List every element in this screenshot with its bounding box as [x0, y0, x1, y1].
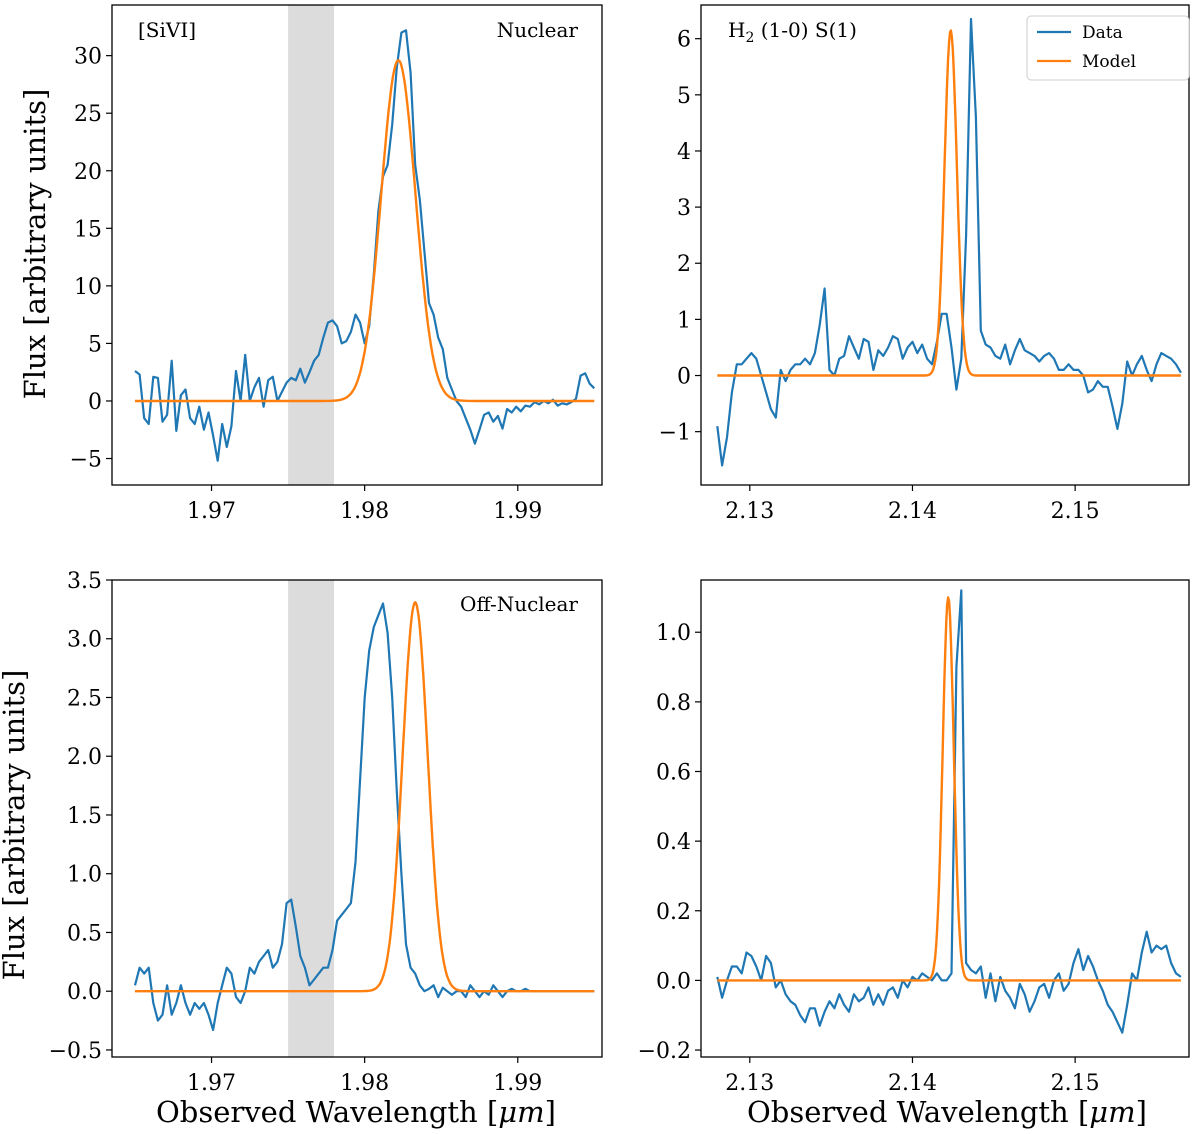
y-tick-label: −5 — [70, 448, 102, 473]
panel-offnuclear-sivi: 1.97 1.98 1.99 −0.5 0.0 0.5 1.0 1.5 2.0 2.5 3.0 3.5… — [49, 569, 603, 1096]
masked-band — [288, 5, 335, 485]
masked-band — [288, 580, 335, 1057]
y-tick-label: 1.0 — [67, 863, 102, 888]
y-tick-label: 1 — [677, 308, 691, 333]
annotation-h2-sub: 2 — [745, 30, 754, 46]
legend-model-label: Model — [1082, 52, 1136, 72]
y-tick-label: 30 — [74, 45, 102, 70]
series-model-line — [134, 601, 595, 993]
y-tick-label: 4 — [677, 140, 691, 165]
y-tick-label: 15 — [74, 217, 102, 242]
x-tick-label: 1.98 — [340, 499, 389, 524]
legend-data-label: Data — [1082, 23, 1123, 43]
series-data-line — [134, 29, 596, 462]
annotation-h2-main: H — [728, 18, 745, 42]
y-tick-label: 2.0 — [67, 745, 102, 770]
y-tick-label: 0.2 — [656, 900, 691, 925]
series-model-line — [717, 596, 1182, 982]
y-tick-label: −1 — [659, 421, 691, 446]
xlabel-left-suffix: ] — [545, 1095, 556, 1129]
xlabel-left: Observed Wavelength [μm] — [156, 1095, 556, 1129]
y-tick-label: 0.0 — [656, 969, 691, 994]
x-tick-label: 2.14 — [888, 1071, 937, 1096]
y-tick-label: −0.5 — [49, 1039, 102, 1064]
annotation-h2-rest: (1-0) S(1) — [754, 18, 857, 42]
series-data-line — [716, 589, 1182, 1034]
x-tick-label: 1.97 — [187, 499, 236, 524]
y-tick-label: 3.0 — [67, 628, 102, 653]
xlabel-right: Observed Wavelength [μm] — [747, 1095, 1147, 1129]
xlabel-right-unit: μm — [1089, 1095, 1135, 1129]
y-tick-label: 1.5 — [67, 804, 102, 829]
y-tick-label: 6 — [677, 28, 691, 53]
y-tick-label: 0 — [677, 365, 691, 390]
xlabel-right-suffix: ] — [1136, 1095, 1147, 1129]
x-tick-label: 2.13 — [725, 499, 774, 524]
plot-frame — [700, 579, 1190, 1058]
x-tick-label: 1.98 — [340, 1071, 389, 1096]
series-model-line — [134, 59, 595, 403]
y-tick-label: 10 — [74, 275, 102, 300]
x-tick-label: 2.15 — [1051, 499, 1100, 524]
annotation-h2: H2 (1-0) S(1) — [728, 18, 857, 46]
x-tick-label: 1.99 — [493, 1071, 542, 1096]
xlabel-left-prefix: Observed Wavelength [ — [156, 1095, 498, 1129]
annotation-sivi: [SiVI] — [138, 18, 196, 42]
panel-offnuclear-h2: 2.13 2.14 2.15 −0.2 0.0 0.2 0.4 0.6 0.8 1.0 — [638, 579, 1190, 1096]
plot-frame — [111, 579, 603, 1058]
series-data-line — [716, 17, 1182, 467]
annotation-nuclear: Nuclear — [497, 18, 579, 42]
plot-frame — [111, 4, 603, 486]
series-data-line — [133, 602, 595, 1032]
y-tick-label: 0.5 — [67, 921, 102, 946]
x-tick-label: 2.15 — [1051, 1071, 1100, 1096]
y-tick-label: 0.0 — [67, 980, 102, 1005]
annotation-offnuclear: Off-Nuclear — [460, 592, 578, 616]
y-tick-label: 5 — [88, 332, 102, 357]
x-tick-label: 2.13 — [725, 1071, 774, 1096]
y-tick-label: 5 — [677, 84, 691, 109]
x-tick-label: 1.99 — [493, 499, 542, 524]
xlabel-left-unit: μm — [498, 1095, 544, 1129]
x-tick-label: 2.14 — [888, 499, 937, 524]
plot-frame — [700, 4, 1190, 486]
y-tick-label: 20 — [74, 160, 102, 185]
y-tick-label: 3 — [677, 196, 691, 221]
series-model-line — [717, 29, 1182, 377]
y-tick-label: 2.5 — [67, 686, 102, 711]
y-tick-label: 0.8 — [656, 691, 691, 716]
y-tick-label: 2 — [677, 252, 691, 277]
y-tick-label: 0 — [88, 390, 102, 415]
y-tick-label: 1.0 — [656, 621, 691, 646]
y-tick-label: 0.6 — [656, 760, 691, 785]
xlabel-right-prefix: Observed Wavelength [ — [747, 1095, 1089, 1129]
y-tick-label: −0.2 — [638, 1039, 691, 1064]
legend: Data Model — [1026, 15, 1190, 81]
ylabel-bottom: Flux [arbitrary units] — [0, 670, 31, 981]
y-tick-label: 25 — [74, 102, 102, 127]
y-tick-label: 3.5 — [67, 569, 102, 594]
y-tick-label: 0.4 — [656, 830, 691, 855]
panel-nuclear-sivi: 1.97 1.98 1.99 −5 0 5 10 15 20 25 30 [SiVI] Nuclea… — [70, 4, 603, 524]
ylabel-top: Flux [arbitrary units] — [18, 89, 52, 400]
x-tick-label: 1.97 — [187, 1071, 236, 1096]
